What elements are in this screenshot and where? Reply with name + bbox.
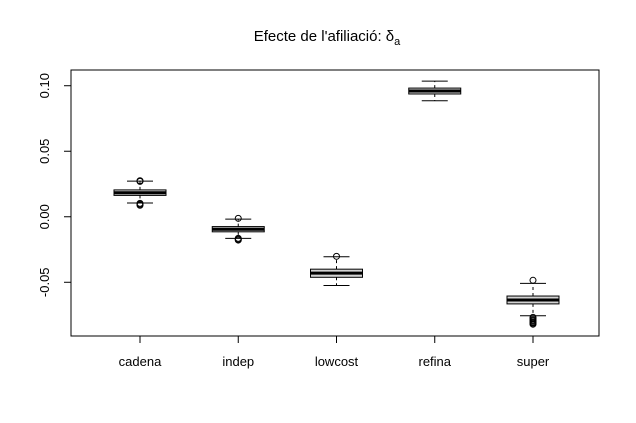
x-tick-label: indep xyxy=(222,354,254,369)
outlier-point xyxy=(529,320,537,328)
chart-title-subscript: a xyxy=(394,36,401,48)
outlier-point xyxy=(333,252,340,260)
x-tick-label: super xyxy=(517,354,550,369)
box-super xyxy=(506,276,560,328)
y-tick-label: 0.10 xyxy=(37,73,52,98)
y-tick-label: 0.00 xyxy=(37,204,52,229)
box-cadena xyxy=(113,177,167,209)
outlier-point xyxy=(136,177,144,185)
outlier-point xyxy=(529,276,537,284)
outlier-point xyxy=(234,214,242,222)
chart-title-text: Efecte de l'afiliació: δ xyxy=(254,28,394,45)
box-indep xyxy=(211,214,265,244)
boxes xyxy=(113,80,560,328)
x-tick-label: cadena xyxy=(119,354,162,369)
y-tick-label: 0.05 xyxy=(37,139,52,164)
y-tick-label: -0.05 xyxy=(37,267,52,297)
chart-title: Efecte de l'afiliació: δa xyxy=(254,28,401,48)
x-axis: cadena indep lowcost refina super xyxy=(119,336,550,369)
box-lowcost xyxy=(310,252,363,287)
outlier-point xyxy=(136,201,144,209)
box-refina xyxy=(408,80,462,102)
y-axis: -0.05 0.00 0.05 0.10 xyxy=(37,73,71,297)
plot-frame xyxy=(70,69,600,337)
x-tick-label: lowcost xyxy=(315,354,359,369)
x-tick-label: refina xyxy=(418,354,451,369)
outlier-point xyxy=(234,236,242,244)
